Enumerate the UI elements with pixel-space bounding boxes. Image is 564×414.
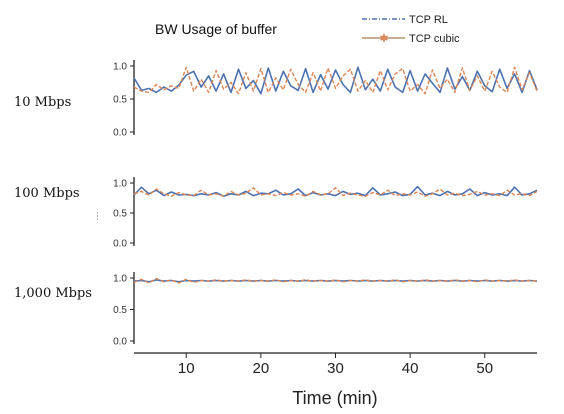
- x-axis-label: Time (min): [292, 388, 377, 408]
- x-tick-label: 20: [253, 360, 270, 377]
- chart-title: BW Usage of buffer: [155, 21, 277, 37]
- legend-marker-icon: ✱: [379, 32, 388, 45]
- y-tick-label: 0.5: [113, 209, 127, 220]
- legend-label-tcp-cubic: TCP cubic: [409, 33, 460, 45]
- legend: TCP RL ✱ TCP cubic: [362, 14, 460, 45]
- x-tick-label: 40: [402, 360, 419, 377]
- x-tick-label: 50: [476, 360, 493, 377]
- y-tick-label: 0.0: [113, 128, 127, 139]
- series-line-tcp-rl: [134, 67, 537, 93]
- y-tick-label: 0.0: [113, 239, 127, 250]
- panel-label: 10 Mbps: [14, 95, 71, 110]
- y-tick-label: 1.0: [113, 62, 127, 73]
- panel-label: 100 Mbps: [14, 186, 80, 201]
- y-tick-label: 0.5: [113, 305, 127, 316]
- y-tick-label: 0.0: [113, 337, 127, 348]
- axis-ellipsis: ···: [92, 212, 102, 221]
- panel-10-mbps: 10 Mbps 0.0 0.5 1.0: [14, 60, 537, 139]
- x-axis-ticks: 10 20 30 40 50: [134, 353, 537, 377]
- panel-1000-mbps: 1,000 Mbps 0.0 0.5 1.0: [14, 272, 537, 348]
- legend-label-tcp-rl: TCP RL: [409, 14, 448, 26]
- y-tick-label: 0.5: [113, 95, 127, 106]
- x-tick-label: 10: [178, 360, 195, 377]
- y-tick-label: 1.0: [113, 274, 127, 285]
- x-tick-label: 30: [327, 360, 344, 377]
- panel-label: 1,000 Mbps: [14, 286, 92, 301]
- y-tick-label: 1.0: [113, 179, 127, 190]
